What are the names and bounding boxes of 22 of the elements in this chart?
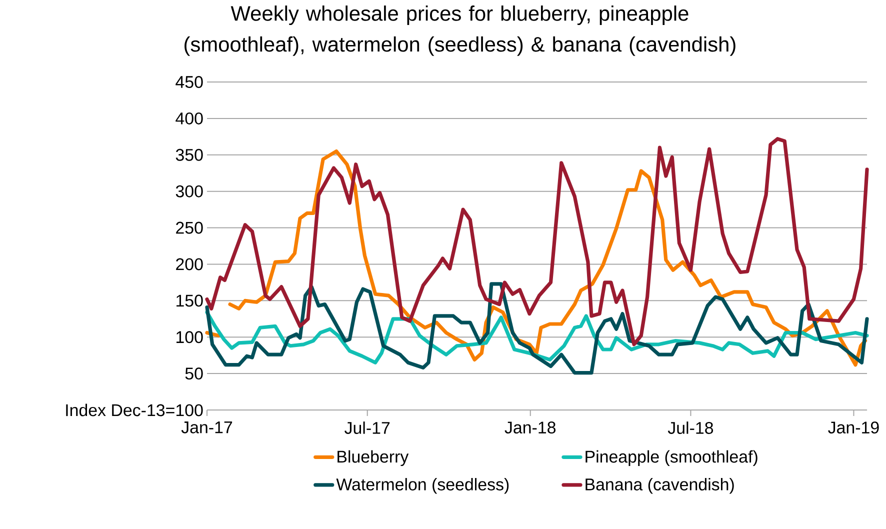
y-tick-label: 450 — [176, 76, 203, 88]
y-tick-label: 300 — [176, 185, 203, 198]
x-tick-label: Jan-18 — [504, 422, 556, 434]
y-tick-label: 250 — [176, 222, 203, 234]
legend-label: Blueberry — [338, 450, 409, 466]
x-tick-label: Jan-17 — [181, 422, 232, 434]
y-tick-label: 400 — [176, 112, 203, 124]
legend-label: Watermelon (seedless) — [336, 478, 509, 494]
y-tick-label: Index Dec-13=100 — [66, 404, 203, 416]
x-tick-label: Jul-18 — [668, 422, 714, 434]
legend-label: Pineapple (smoothleaf) — [586, 450, 758, 466]
x-tick-label: Jul-17 — [344, 422, 390, 434]
legend-label: Banana (cavendish) — [586, 478, 734, 494]
x-tick-label: Jan-19 — [828, 422, 879, 434]
y-tick-label: 200 — [176, 258, 203, 270]
y-tick-label: 100 — [176, 331, 203, 344]
y-tick-label: 50 — [185, 368, 203, 380]
y-tick-label: 150 — [176, 294, 203, 307]
chart-title: Weekly wholesale prices for blueberry, pineapple (smoothleaf), watermelon (seedless) & banana (cavendish) — [184, 6, 736, 56]
line-series — [205, 310, 869, 364]
line-series — [205, 282, 869, 375]
y-tick-label: 350 — [176, 148, 203, 161]
